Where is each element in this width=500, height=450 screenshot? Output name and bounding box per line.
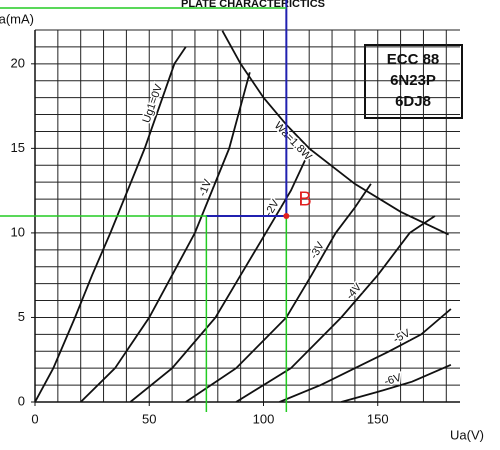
curve-label: -5V bbox=[391, 327, 412, 346]
y-tick-label: 5 bbox=[18, 309, 25, 324]
x-tick-label: 150 bbox=[367, 411, 389, 426]
curve bbox=[129, 148, 312, 402]
y-tick-label: 0 bbox=[18, 393, 25, 408]
tube-name: 6N23P bbox=[390, 72, 436, 89]
x-tick-label: 50 bbox=[142, 411, 156, 426]
tube-name: 6DJ8 bbox=[395, 93, 431, 110]
curve-label: -1V bbox=[197, 177, 215, 198]
curve bbox=[340, 363, 452, 402]
y-tick-label: 10 bbox=[11, 224, 25, 239]
curve bbox=[221, 30, 449, 236]
curve bbox=[235, 215, 436, 402]
curve bbox=[35, 46, 187, 402]
tube-name: ECC 88 bbox=[387, 51, 440, 68]
curve bbox=[185, 183, 372, 402]
y-axis-label: Ia(mA) bbox=[0, 11, 34, 26]
x-axis-label: Ua(V) bbox=[450, 427, 484, 442]
point-b bbox=[283, 213, 290, 219]
y-tick-label: 15 bbox=[11, 140, 25, 155]
point-b-label: B bbox=[298, 188, 311, 210]
x-tick-label: 0 bbox=[31, 411, 38, 426]
x-tick-label: 100 bbox=[253, 411, 275, 426]
curve bbox=[80, 72, 251, 402]
y-tick-label: 20 bbox=[11, 55, 25, 70]
chart-title: PLATE CHARACTERICTICS bbox=[181, 0, 325, 10]
curves bbox=[35, 30, 452, 402]
curve-label: -3V bbox=[308, 240, 327, 261]
curve-label: Wa=1.8W bbox=[272, 120, 315, 163]
curve-label: Ug1=0V bbox=[141, 82, 166, 124]
curve bbox=[279, 308, 452, 402]
